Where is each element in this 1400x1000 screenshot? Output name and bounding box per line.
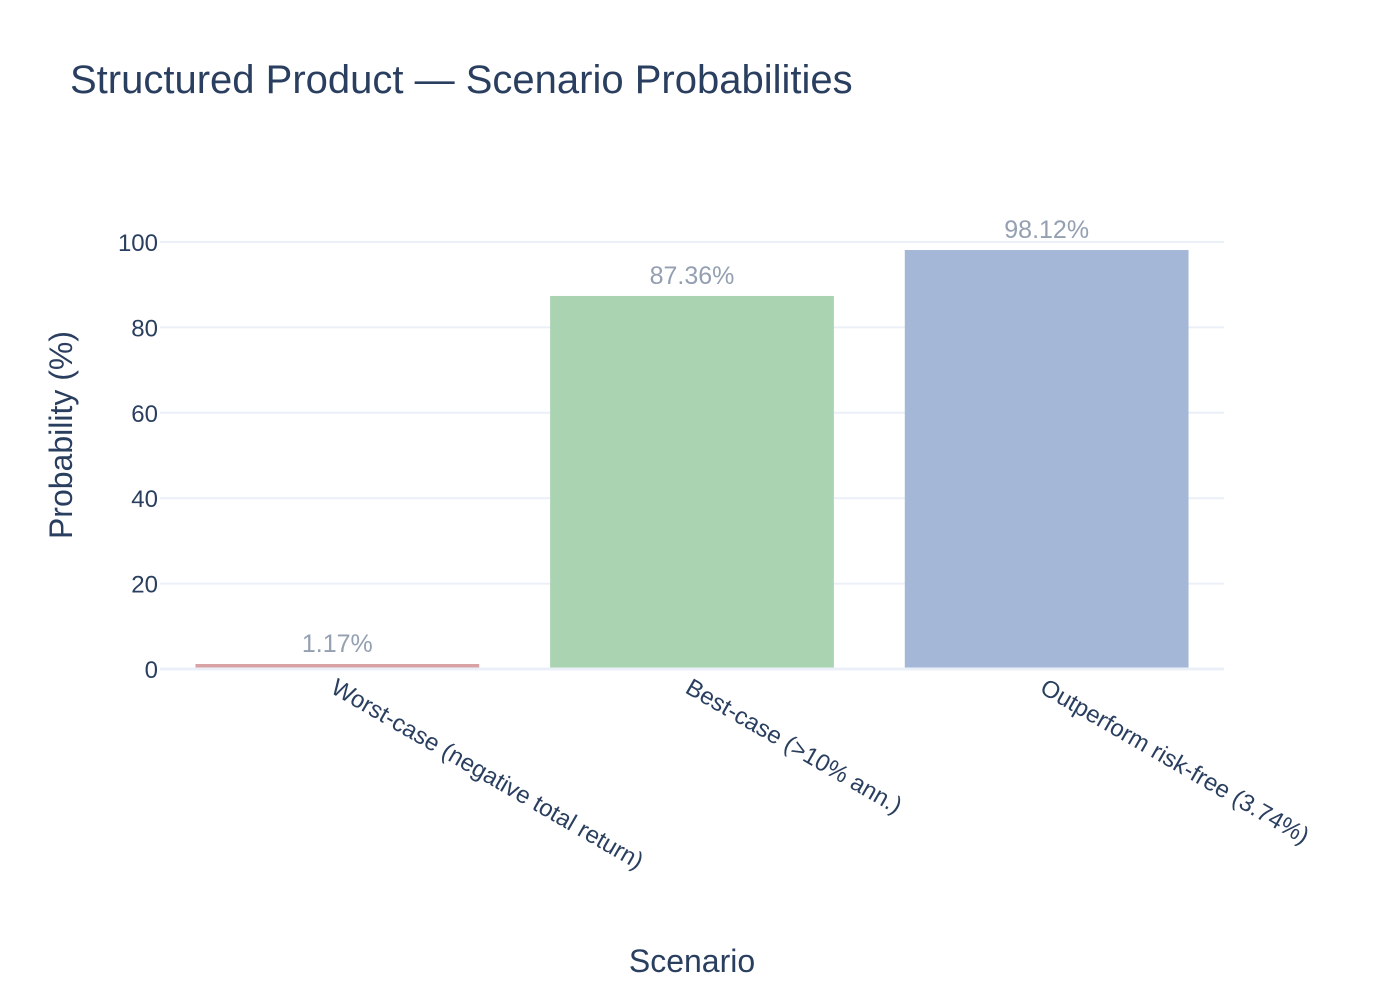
bar — [904, 250, 1189, 670]
x-tick-label: Worst-case (negative total return) — [326, 674, 648, 875]
bar — [550, 295, 834, 669]
chart-title: Structured Product — Scenario Probabilit… — [70, 58, 853, 102]
data-labels: 1.17% 87.36% 98.12% — [302, 216, 1089, 658]
x-tick-label: Best-case (>10% ann.) — [681, 674, 907, 820]
y-tick-label: 20 — [131, 572, 158, 599]
y-axis-ticks: 0 20 40 60 80 100 — [118, 230, 158, 684]
y-tick-label: 100 — [118, 230, 158, 257]
y-axis-title: Probability (%) — [43, 331, 79, 539]
x-axis-ticks: Worst-case (negative total return) Best-c… — [326, 674, 1313, 875]
x-tick-label: Outperform risk-free (3.74%) — [1036, 674, 1314, 850]
bar-data-label: 87.36% — [650, 262, 735, 290]
bar-data-label: 98.12% — [1004, 216, 1089, 244]
y-tick-label: 0 — [145, 657, 158, 684]
bar — [195, 664, 480, 669]
bars — [195, 250, 1189, 670]
bar-data-label: 1.17% — [302, 630, 373, 658]
y-tick-label: 40 — [131, 486, 158, 513]
y-tick-label: 80 — [131, 315, 158, 342]
x-axis-title: Scenario — [629, 943, 755, 979]
y-tick-label: 60 — [131, 401, 158, 428]
